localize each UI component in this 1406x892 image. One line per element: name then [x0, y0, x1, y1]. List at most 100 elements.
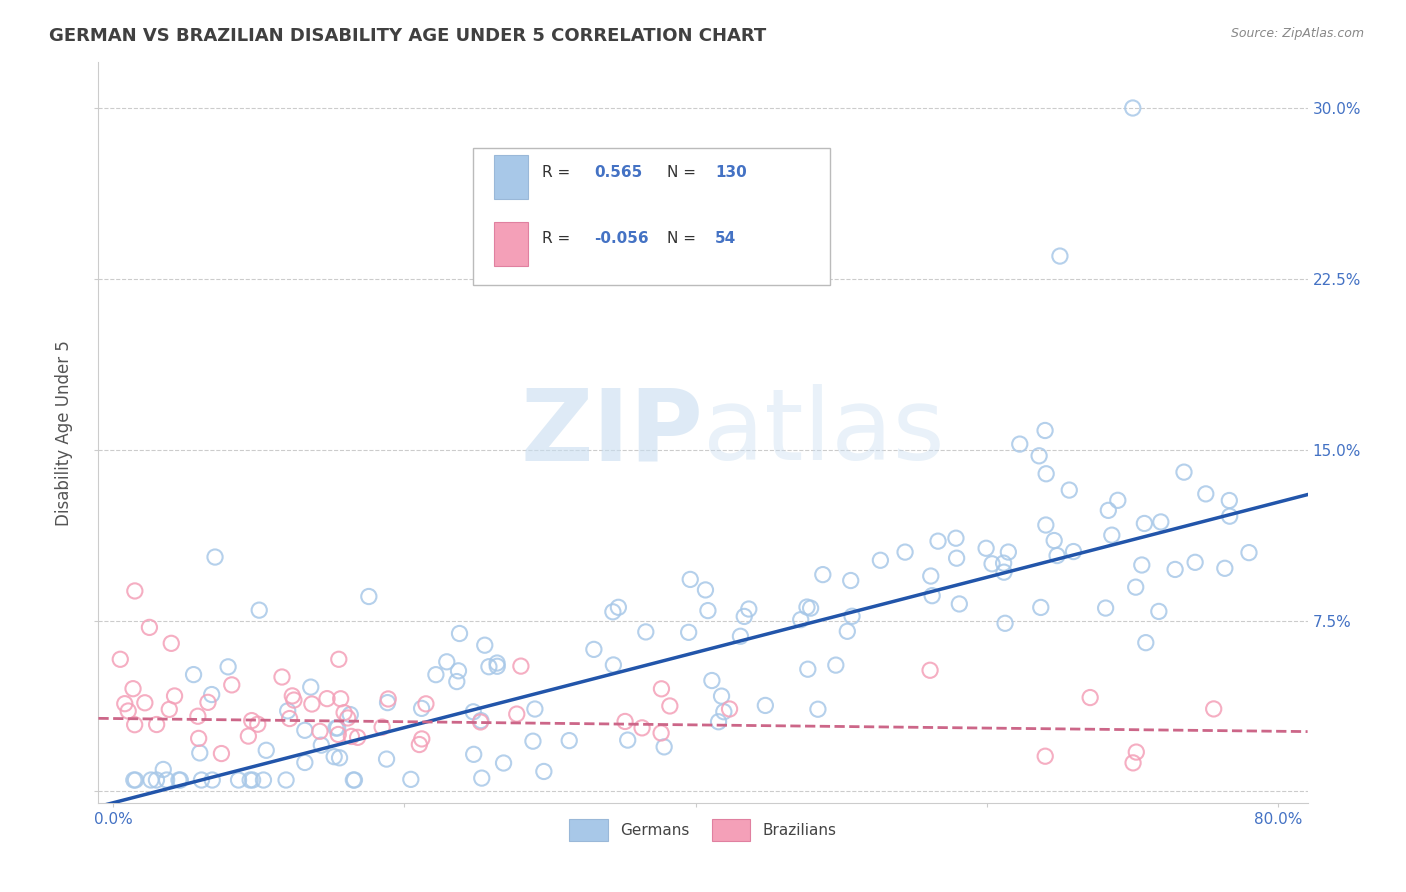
Point — [678, 625, 700, 640]
Point — [509, 659, 531, 673]
Point — [357, 590, 380, 604]
Point — [339, 707, 361, 722]
Point — [326, 721, 349, 735]
Point — [1035, 467, 1057, 481]
Point — [138, 620, 160, 634]
Point — [797, 662, 820, 676]
Point — [242, 772, 264, 787]
Point — [1059, 483, 1081, 497]
Point — [948, 597, 970, 611]
Point — [471, 771, 494, 785]
Bar — [494, 155, 527, 200]
Point — [415, 697, 437, 711]
Point — [796, 600, 818, 615]
Point — [1049, 249, 1071, 263]
Point — [1094, 601, 1116, 615]
Point — [602, 605, 624, 619]
Point — [1122, 756, 1144, 770]
Point — [156, 772, 179, 787]
Point — [252, 772, 274, 787]
Point — [1035, 518, 1057, 533]
Point — [650, 681, 672, 696]
Point — [411, 701, 433, 715]
Point — [679, 573, 702, 587]
Point — [281, 689, 304, 703]
Point — [299, 680, 322, 694]
Point — [695, 582, 717, 597]
Point — [974, 541, 997, 556]
Point — [1135, 635, 1157, 649]
Point — [470, 714, 492, 729]
Point — [807, 702, 830, 716]
Point — [733, 609, 755, 624]
Point — [470, 714, 492, 728]
Point — [169, 772, 191, 787]
Point — [329, 691, 352, 706]
Point — [718, 702, 741, 716]
Point — [710, 689, 733, 703]
Point — [238, 729, 260, 743]
Point — [981, 557, 1004, 571]
Point — [700, 673, 723, 688]
Point — [1125, 745, 1147, 759]
Point — [449, 626, 471, 640]
Point — [1043, 533, 1066, 548]
Point — [1164, 562, 1187, 576]
Point — [124, 772, 146, 787]
Point — [894, 545, 917, 559]
Point — [309, 724, 332, 739]
Point — [607, 600, 630, 615]
Point — [1028, 449, 1050, 463]
Point — [492, 756, 515, 770]
Point — [221, 678, 243, 692]
Point — [841, 609, 863, 624]
Point — [446, 674, 468, 689]
Point — [474, 638, 496, 652]
Point — [377, 696, 399, 710]
Point — [294, 756, 316, 770]
Point — [837, 624, 859, 639]
Point — [754, 698, 776, 713]
Point — [1122, 101, 1144, 115]
Point — [201, 688, 224, 702]
Point — [163, 689, 186, 703]
Point — [228, 772, 250, 787]
Point — [1213, 561, 1236, 575]
Point — [697, 604, 720, 618]
Point — [1195, 487, 1218, 501]
Point — [1173, 465, 1195, 479]
Point — [271, 670, 294, 684]
Point — [122, 772, 145, 787]
Text: atlas: atlas — [703, 384, 945, 481]
Point — [582, 642, 605, 657]
Point — [371, 720, 394, 734]
Point — [945, 551, 967, 566]
Point — [274, 772, 297, 787]
Point — [707, 714, 730, 729]
Point — [278, 712, 301, 726]
Point — [247, 603, 270, 617]
Point — [157, 702, 180, 716]
Point — [1029, 600, 1052, 615]
Point — [187, 709, 209, 723]
Point — [124, 583, 146, 598]
Y-axis label: Disability Age Under 5: Disability Age Under 5 — [55, 340, 73, 525]
Point — [790, 613, 813, 627]
FancyBboxPatch shape — [474, 147, 830, 285]
Point — [328, 652, 350, 666]
Point — [1062, 544, 1084, 558]
Point — [190, 772, 212, 787]
Point — [343, 772, 366, 787]
Point — [246, 717, 269, 731]
Point — [254, 743, 277, 757]
Point — [463, 747, 485, 762]
Point — [920, 569, 942, 583]
Point — [614, 714, 637, 729]
Point — [167, 772, 190, 787]
Point — [997, 545, 1019, 559]
Point — [658, 698, 681, 713]
Text: 130: 130 — [716, 164, 747, 179]
Point — [346, 731, 368, 745]
Point — [1218, 493, 1240, 508]
Point — [602, 657, 624, 672]
